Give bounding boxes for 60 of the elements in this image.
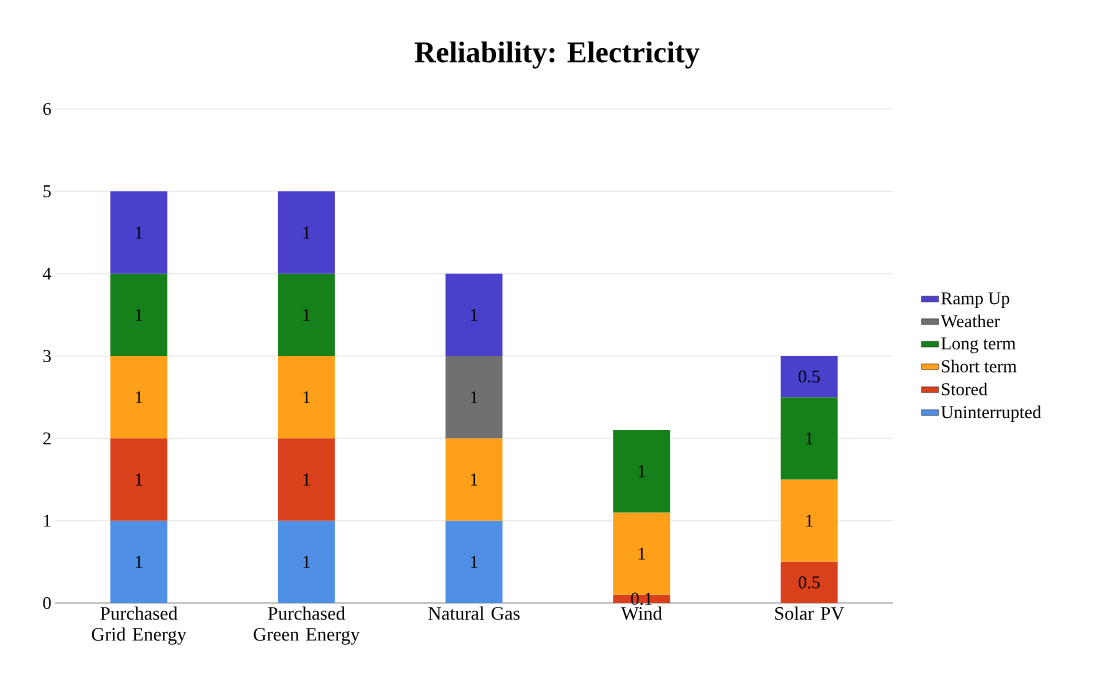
data-label: 1 [638, 465, 646, 478]
data-label: 1 [135, 391, 143, 404]
legend-label: Uninterrupted [941, 405, 1042, 422]
legend-label: Ramp Up [941, 292, 1010, 308]
data-label: 1 [471, 391, 478, 404]
legend-label: Stored [941, 382, 988, 396]
x-tick-label: Natural Gas [428, 606, 520, 620]
bar [110, 356, 168, 439]
y-tick-label: 6 [43, 102, 51, 116]
bar [613, 594, 671, 603]
x-tick-label: Wind [620, 606, 663, 620]
bar [445, 520, 503, 603]
bar [110, 520, 168, 603]
x-tick-label: Purchased Grid Energy [91, 606, 187, 645]
bar [613, 430, 671, 513]
y-tick-label: 4 [42, 267, 52, 280]
y-tick-label: 5 [43, 185, 51, 198]
data-label: 1 [135, 226, 143, 239]
data-label: 1 [303, 473, 310, 486]
bar [110, 191, 168, 274]
bar [277, 191, 335, 274]
data-label: 1 [303, 391, 310, 404]
data-label: 1 [806, 432, 813, 445]
bar [780, 356, 838, 398]
data-label: 1 [638, 547, 646, 560]
data-label: 1 [806, 514, 813, 527]
chart-title: Reliability: Electricity [414, 41, 700, 69]
y-tick-label: 3 [43, 349, 51, 363]
data-label: 1 [303, 555, 310, 568]
bar [277, 438, 335, 521]
bar [445, 356, 503, 439]
bar [445, 273, 503, 356]
data-label: 1 [303, 308, 310, 321]
bar [780, 397, 838, 480]
bar [780, 479, 838, 562]
data-label: 0.1 [631, 592, 652, 605]
bar [445, 438, 503, 521]
data-label: 1 [471, 555, 478, 568]
x-tick-label: Purchased Green Energy [253, 606, 360, 645]
data-label: 1 [471, 473, 478, 486]
legend-label: Long term [941, 337, 1016, 354]
y-tick-label: 1 [44, 514, 51, 527]
data-label: 1 [471, 308, 478, 321]
x-tick-label: Solar PV [775, 606, 845, 620]
bar [277, 520, 335, 603]
y-tick-label: 0 [43, 596, 51, 610]
data-label: 1 [303, 226, 310, 239]
bar [110, 438, 168, 521]
legend-label: Short term [941, 359, 1017, 373]
data-label: 0.5 [798, 370, 820, 383]
bar [110, 273, 168, 356]
data-label: 1 [135, 555, 143, 568]
bar [277, 273, 335, 356]
legend-label: Weather [940, 314, 1000, 328]
bar [277, 356, 335, 439]
y-tick-label: 2 [43, 432, 51, 445]
data-label: 1 [135, 308, 143, 321]
data-label: 0.5 [798, 576, 820, 589]
bar [780, 561, 838, 603]
data-label: 1 [135, 473, 143, 486]
